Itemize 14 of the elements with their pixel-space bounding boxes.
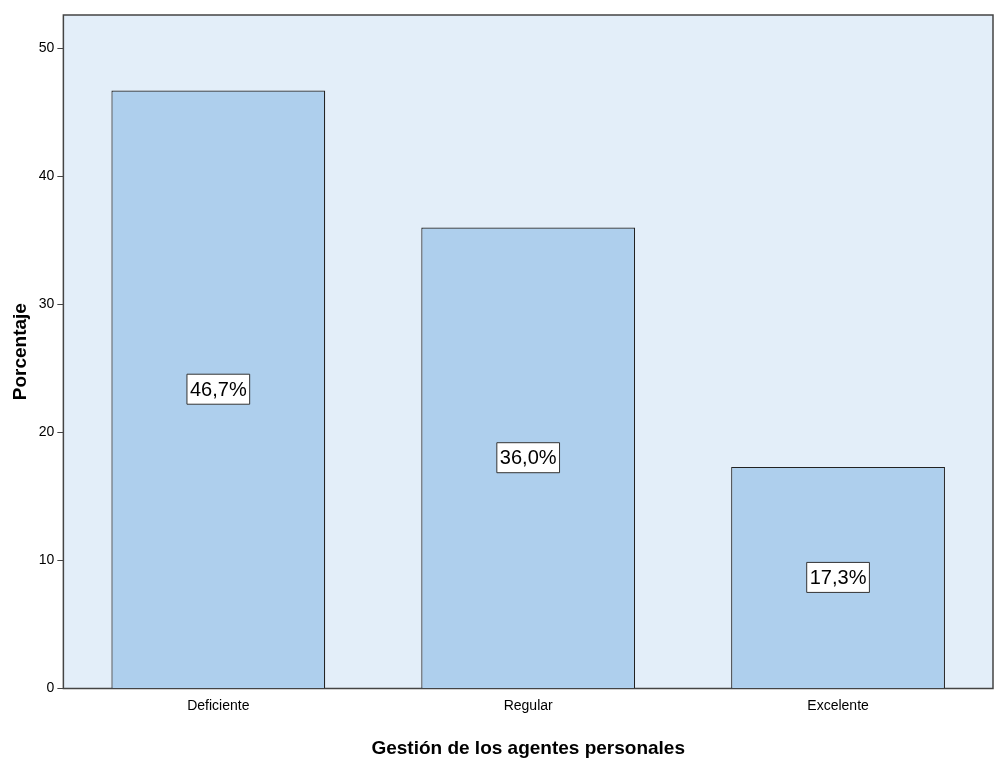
y-axis-title: Porcentaje bbox=[8, 303, 30, 401]
x-tick-label: Excelente bbox=[807, 696, 870, 713]
y-tick-label: 40 bbox=[38, 167, 55, 184]
y-tick-label: 0 bbox=[46, 679, 55, 696]
data-label: 46,7% bbox=[189, 377, 247, 400]
x-tick-label: Regular bbox=[503, 696, 554, 713]
x-tick-label: Deficiente bbox=[187, 696, 250, 713]
x-axis-title: Gestión de los agentes personales bbox=[371, 736, 685, 758]
data-label: 17,3% bbox=[809, 565, 867, 588]
y-tick-label: 20 bbox=[38, 423, 55, 440]
y-tick-label: 30 bbox=[38, 295, 55, 312]
y-tick-label: 50 bbox=[38, 39, 55, 56]
y-tick-label: 10 bbox=[38, 551, 55, 568]
data-label: 36,0% bbox=[499, 446, 557, 469]
